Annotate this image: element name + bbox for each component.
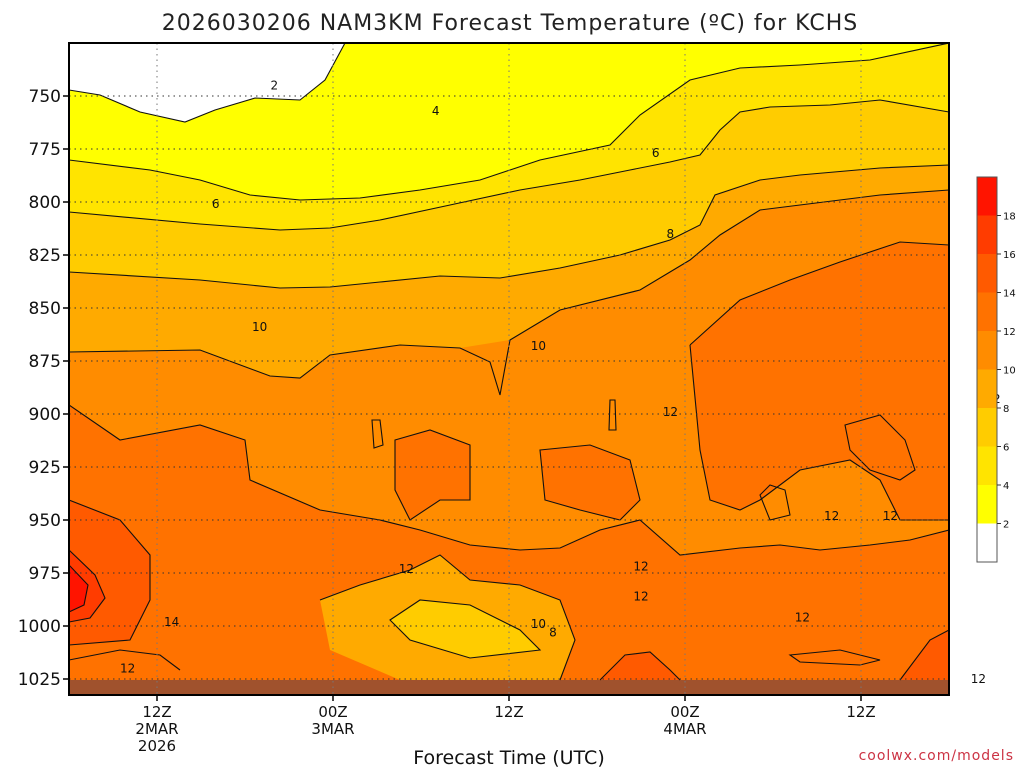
colorbar-tick-label: 6: [1003, 443, 1009, 454]
contour-label: 12: [399, 562, 414, 576]
band-12-14-mid: [395, 430, 640, 520]
contour-label: 12: [971, 672, 986, 686]
y-tick-label: 1000: [18, 617, 61, 637]
colorbar-swatch: [977, 446, 997, 485]
x-tick-label: 2026: [138, 737, 176, 755]
contour-label: 10: [531, 617, 546, 631]
colorbar-swatch: [977, 254, 997, 293]
contour-label: 12: [633, 560, 648, 574]
colorbar-swatch: [977, 177, 997, 216]
colorbar-tick-label: 4: [1003, 481, 1009, 492]
contour-label: 10: [252, 320, 267, 334]
contour-label: 14: [164, 615, 179, 629]
colorbar-tick-label: 10: [1003, 366, 1016, 377]
contour-label: 8: [667, 227, 675, 241]
colorbar-tick-label: 8: [1003, 404, 1009, 415]
colorbar-swatch: [977, 485, 997, 524]
colorbar-tick-label: 16: [1003, 250, 1016, 261]
x-tick-label: 3MAR: [311, 720, 354, 738]
colorbar-tick-label: 2: [1003, 520, 1009, 531]
y-tick-label: 900: [29, 405, 61, 425]
y-tick-label: 975: [29, 564, 61, 584]
contour-label: 8: [549, 625, 557, 639]
x-tick-label: 2MAR: [135, 720, 178, 738]
y-axis-ticks: 750 775 800 825 850 875 900 925 950 975 1000 1025: [18, 87, 69, 690]
band-12-14-right: [690, 242, 949, 520]
x-tick-label: 00Z: [318, 703, 347, 721]
contour-label: 6: [652, 146, 660, 160]
contour-label: 12: [663, 405, 678, 419]
colorbar-swatch: [977, 523, 997, 562]
contour-label: 4: [432, 104, 440, 118]
credit-text: coolwx.com/models: [859, 748, 1014, 764]
contour-label: 10: [531, 339, 546, 353]
dotted-grid: [69, 43, 949, 695]
y-tick-label: 800: [29, 193, 61, 213]
band-18-20: [69, 565, 88, 612]
y-tick-label: 850: [29, 299, 61, 319]
band-0-2: [69, 43, 345, 122]
contour-label: 12: [824, 509, 839, 523]
band-14-16-surface: [600, 630, 949, 680]
contour-label: 6: [212, 197, 220, 211]
y-tick-label: 1025: [18, 670, 61, 690]
y-tick-label: 925: [29, 458, 61, 478]
colorbar-swatch: [977, 369, 997, 408]
colorbar-swatch: [977, 292, 997, 331]
band-8-10-pocket: [390, 600, 540, 658]
contour-lines: [69, 43, 949, 681]
y-tick-label: 950: [29, 511, 61, 531]
y-tick-label: 750: [29, 87, 61, 107]
colorbar-swatch: [977, 331, 997, 370]
y-tick-label: 775: [29, 140, 61, 160]
x-tick-label: 12Z: [846, 703, 875, 721]
chart-title: 2026030206 NAM3KM Forecast Temperature (…: [162, 11, 859, 36]
colorbar: 2 4 6 8 10 12 14 16 18: [976, 176, 1016, 563]
colorbar-tick-label: 14: [1003, 289, 1016, 300]
colorbar-tick-label: 18: [1003, 212, 1016, 223]
contour-label: 12: [633, 589, 648, 603]
contour-label: 12: [120, 661, 135, 675]
contour-label: 12: [883, 509, 898, 523]
y-tick-label: 875: [29, 352, 61, 372]
x-tick-label: 12Z: [142, 703, 171, 721]
contour-label: 2: [271, 78, 279, 92]
colorbar-swatch: [977, 215, 997, 254]
contour-label: 12: [795, 611, 810, 625]
colorbar-tick-label: 12: [1003, 327, 1016, 338]
y-tick-label: 825: [29, 246, 61, 266]
x-tick-label: 12Z: [494, 703, 523, 721]
colorbar-swatch: [977, 408, 997, 447]
contour-value-labels: 2466810101212121212121212121214108: [120, 78, 1001, 686]
x-tick-label: 00Z: [670, 703, 699, 721]
x-tick-label: 4MAR: [663, 720, 706, 738]
x-axis-label: Forecast Time (UTC): [413, 747, 604, 768]
